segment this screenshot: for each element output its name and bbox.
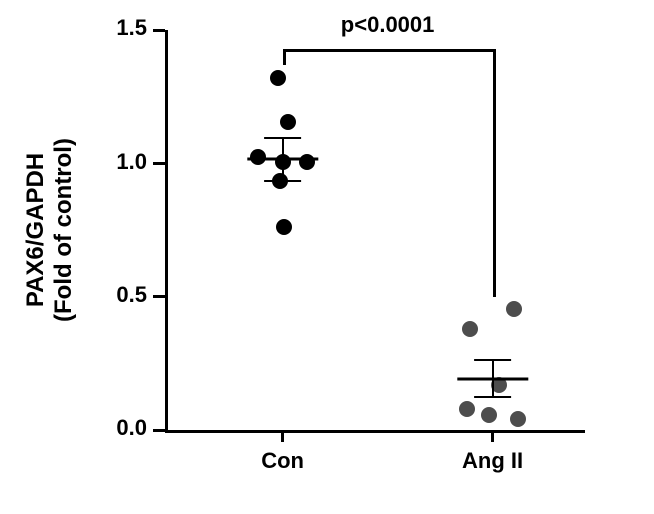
- y-tick: [153, 429, 165, 432]
- error-bar-angii: [492, 360, 494, 397]
- x-category-label-angii: Ang II: [462, 448, 523, 474]
- error-cap-top-angii: [474, 359, 512, 361]
- y-axis-title-line2: (Fold of control): [50, 138, 78, 322]
- error-cap-bot-angii: [474, 396, 512, 398]
- y-tick-label: 1.5: [116, 15, 147, 41]
- y-tick: [153, 162, 165, 165]
- data-point-angii: [510, 411, 526, 427]
- data-point-angii: [481, 407, 497, 423]
- y-tick-label: 1.0: [116, 149, 147, 175]
- data-point-con: [250, 149, 266, 165]
- data-point-angii: [462, 321, 478, 337]
- y-tick-label: 0.0: [116, 415, 147, 441]
- error-cap-bot-con: [264, 180, 302, 182]
- y-axis-title-line1: PAX6/GAPDH: [22, 138, 50, 322]
- error-bar-con: [282, 138, 284, 181]
- y-axis-title: PAX6/GAPDH (Fold of control): [22, 138, 78, 322]
- pvalue-bracket-right: [493, 49, 496, 297]
- data-point-con: [280, 114, 296, 130]
- error-cap-top-con: [264, 137, 302, 139]
- y-axis-line: [165, 30, 168, 433]
- data-point-con: [276, 219, 292, 235]
- pvalue-bracket-h: [283, 49, 496, 52]
- data-point-con: [270, 70, 286, 86]
- y-tick-label: 0.5: [116, 282, 147, 308]
- p-value-annotation: p<0.0001: [341, 12, 435, 38]
- data-point-angii: [459, 401, 475, 417]
- data-point-angii: [506, 301, 522, 317]
- x-tick-con: [281, 430, 284, 442]
- pax6-gapdh-scatter-chart: PAX6/GAPDH (Fold of control) p<0.0001 0.…: [0, 0, 654, 514]
- y-tick: [153, 29, 165, 32]
- y-tick: [153, 295, 165, 298]
- plot-area: [165, 30, 585, 430]
- x-axis-line: [165, 430, 585, 433]
- x-tick-angii: [491, 430, 494, 442]
- pvalue-bracket-left: [283, 49, 286, 65]
- x-category-label-con: Con: [261, 448, 304, 474]
- data-point-con: [299, 154, 315, 170]
